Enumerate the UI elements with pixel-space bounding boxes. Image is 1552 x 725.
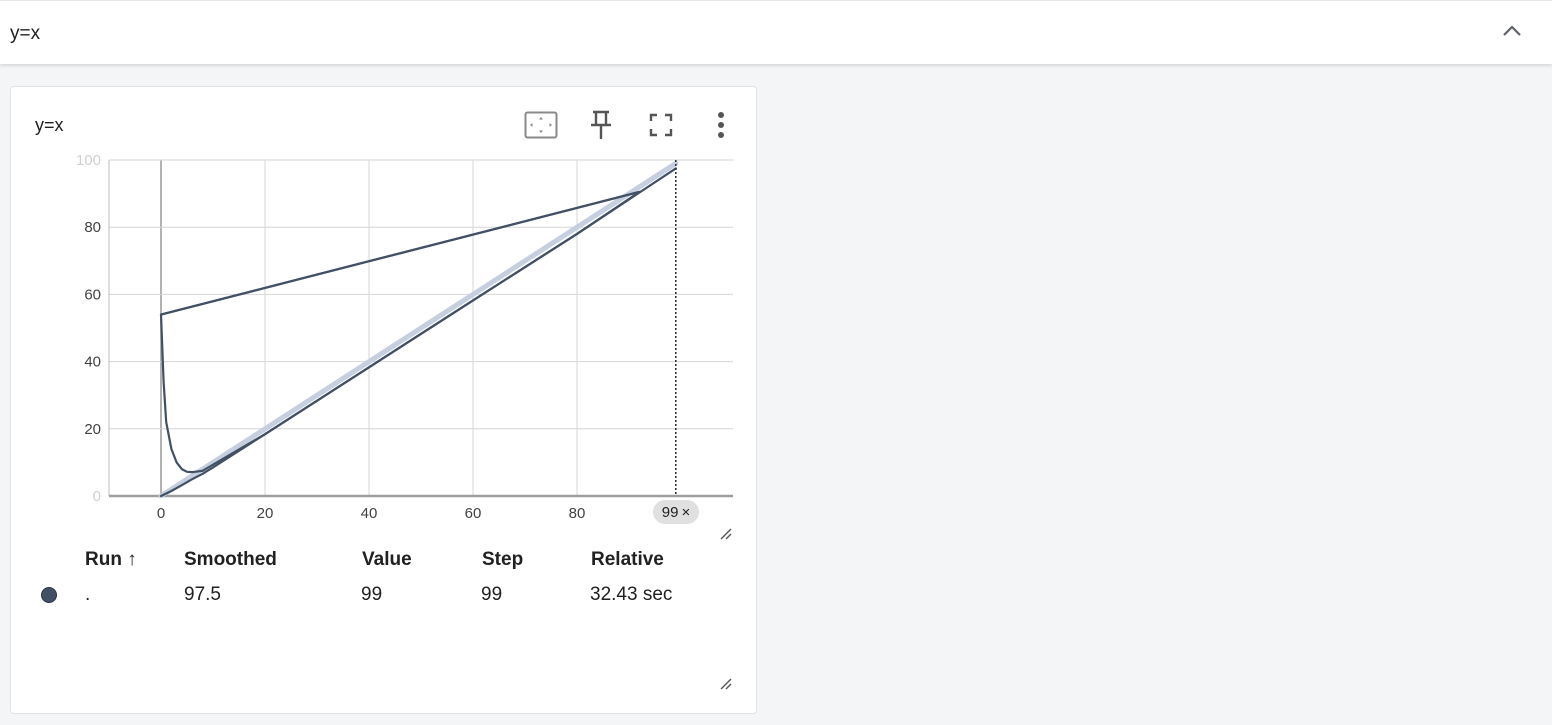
sort-arrow-icon: ↑ — [127, 549, 137, 570]
column-value[interactable]: Value — [362, 549, 412, 570]
step-cursor-chip[interactable]: 99 × — [653, 500, 699, 524]
cell-relative: 32.43 sec — [590, 584, 673, 605]
x-tick-label: 40 — [361, 505, 378, 522]
y-tick-label: 100 — [76, 152, 101, 169]
cell-step: 99 — [481, 584, 503, 605]
pin-button[interactable] — [581, 105, 621, 145]
fit-domain-button[interactable] — [521, 105, 561, 145]
step-cursor-value: 99 — [661, 503, 679, 521]
fit-domain-icon — [524, 111, 558, 139]
more-vert-icon — [718, 112, 724, 138]
column-run[interactable]: Run ↑ — [85, 549, 137, 571]
column-smoothed[interactable]: Smoothed — [184, 549, 277, 570]
column-relative[interactable]: Relative — [591, 549, 664, 570]
collapse-button[interactable] — [1496, 15, 1528, 47]
pin-icon — [591, 110, 611, 139]
series-line-smoothed — [201, 167, 677, 472]
series-line-smoothed — [159, 190, 641, 316]
y-tick-label: 80 — [84, 219, 101, 236]
fullscreen-button[interactable] — [641, 105, 681, 145]
y-tick-label: 20 — [84, 421, 101, 438]
scalar-card: y=x 0 20 40 60 80 0 20 40 60 80 100 99 × Run ↑ Smo… — [10, 86, 757, 714]
close-icon[interactable]: × — [681, 503, 691, 521]
cell-value: 99 — [361, 584, 383, 605]
card-title: y=x — [35, 115, 64, 135]
run-color-dot — [41, 587, 57, 603]
line-chart[interactable]: 0 20 40 60 80 0 20 40 60 80 100 — [11, 87, 758, 537]
x-tick-label: 0 — [157, 505, 165, 522]
cell-smoothed: 97.5 — [184, 584, 221, 605]
card-resize-icon[interactable] — [719, 677, 733, 691]
chevron-up-icon — [1503, 25, 1521, 36]
y-tick-label: 40 — [84, 354, 101, 371]
group-title: y=x — [10, 23, 41, 44]
column-step[interactable]: Step — [482, 549, 524, 570]
group-header: y=x — [0, 0, 1552, 64]
fullscreen-icon — [649, 113, 673, 137]
more-options-button[interactable] — [701, 105, 741, 145]
series-line-raw — [158, 160, 679, 498]
y-tick-label: 60 — [84, 286, 101, 303]
chart-resize-icon[interactable] — [719, 527, 733, 541]
cell-run: . — [85, 584, 91, 605]
x-tick-label: 20 — [257, 505, 274, 522]
x-tick-label: 60 — [465, 505, 482, 522]
y-tick-label: 0 — [93, 488, 101, 505]
column-run-label: Run — [85, 549, 122, 570]
x-tick-label: 80 — [569, 505, 586, 522]
